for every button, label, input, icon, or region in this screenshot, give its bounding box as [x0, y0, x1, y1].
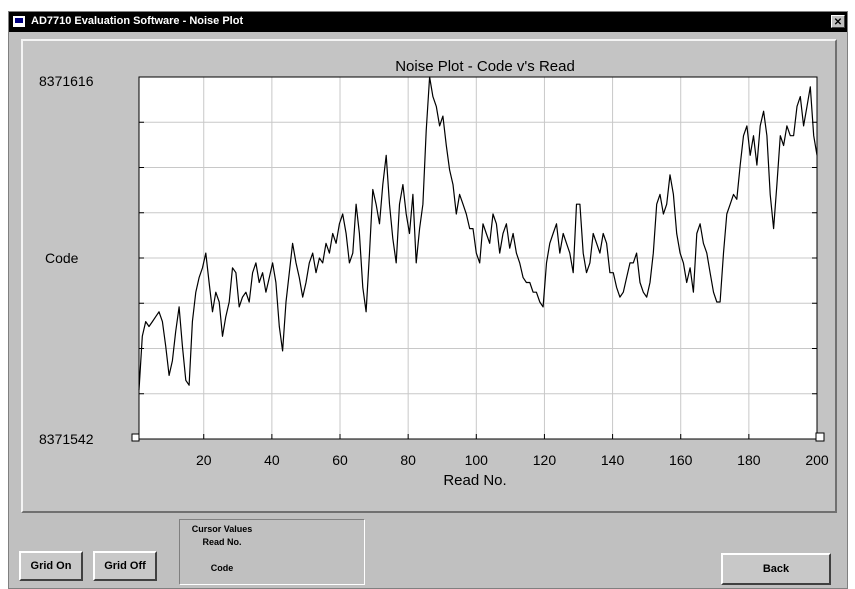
- cursor-read-no-label: Read No.: [202, 537, 242, 547]
- y-axis-label: Code: [45, 250, 79, 266]
- grid-off-button[interactable]: Grid Off: [93, 551, 157, 581]
- x-tick-label: 100: [465, 452, 489, 468]
- noise-trace: [138, 76, 818, 391]
- x-tick-label: 160: [669, 452, 693, 468]
- cursor-handle-right[interactable]: [815, 432, 825, 442]
- control-bar: Grid On Grid Off Cursor Values Read No. …: [9, 513, 847, 588]
- x-axis-label: Read No.: [443, 472, 506, 489]
- x-tick-label: 120: [533, 452, 557, 468]
- close-button[interactable]: ✕: [831, 15, 845, 28]
- noise-plot-chart: Noise Plot - Code v's Read 8371616 83715…: [39, 58, 829, 489]
- x-tick-label: 200: [805, 452, 829, 468]
- y-axis-min-label: 8371542: [39, 431, 94, 447]
- cursor-values-panel: Cursor Values Read No. Code: [179, 519, 365, 585]
- x-tick-label: 80: [400, 452, 416, 468]
- x-tick-label: 40: [264, 452, 280, 468]
- plot-border: [138, 76, 818, 440]
- cursor-values-heading: Cursor Values: [191, 524, 253, 534]
- chart-title: Noise Plot - Code v's Read: [395, 58, 575, 75]
- grid-on-button[interactable]: Grid On: [19, 551, 83, 581]
- plot-panel: Noise Plot - Code v's Read 8371616 83715…: [21, 39, 837, 513]
- app-menu-icon[interactable]: [13, 16, 25, 27]
- title-bar[interactable]: AD7710 Evaluation Software - Noise Plot …: [9, 12, 847, 32]
- app-window: AD7710 Evaluation Software - Noise Plot …: [8, 11, 848, 589]
- y-axis-max-label: 8371616: [39, 73, 94, 89]
- x-tick-label: 20: [196, 452, 212, 468]
- x-tick-labels: 20 40 60 80 100 120 140 160 180 200: [196, 452, 829, 468]
- grid-lines: [139, 77, 817, 439]
- cursor-handle-left[interactable]: [131, 433, 140, 442]
- x-tick-label: 140: [601, 452, 625, 468]
- x-tick-label: 60: [332, 452, 348, 468]
- cursor-code-label: Code: [210, 563, 234, 573]
- x-tick-label: 180: [737, 452, 761, 468]
- window-title: AD7710 Evaluation Software - Noise Plot: [31, 15, 244, 27]
- back-button[interactable]: Back: [721, 553, 831, 585]
